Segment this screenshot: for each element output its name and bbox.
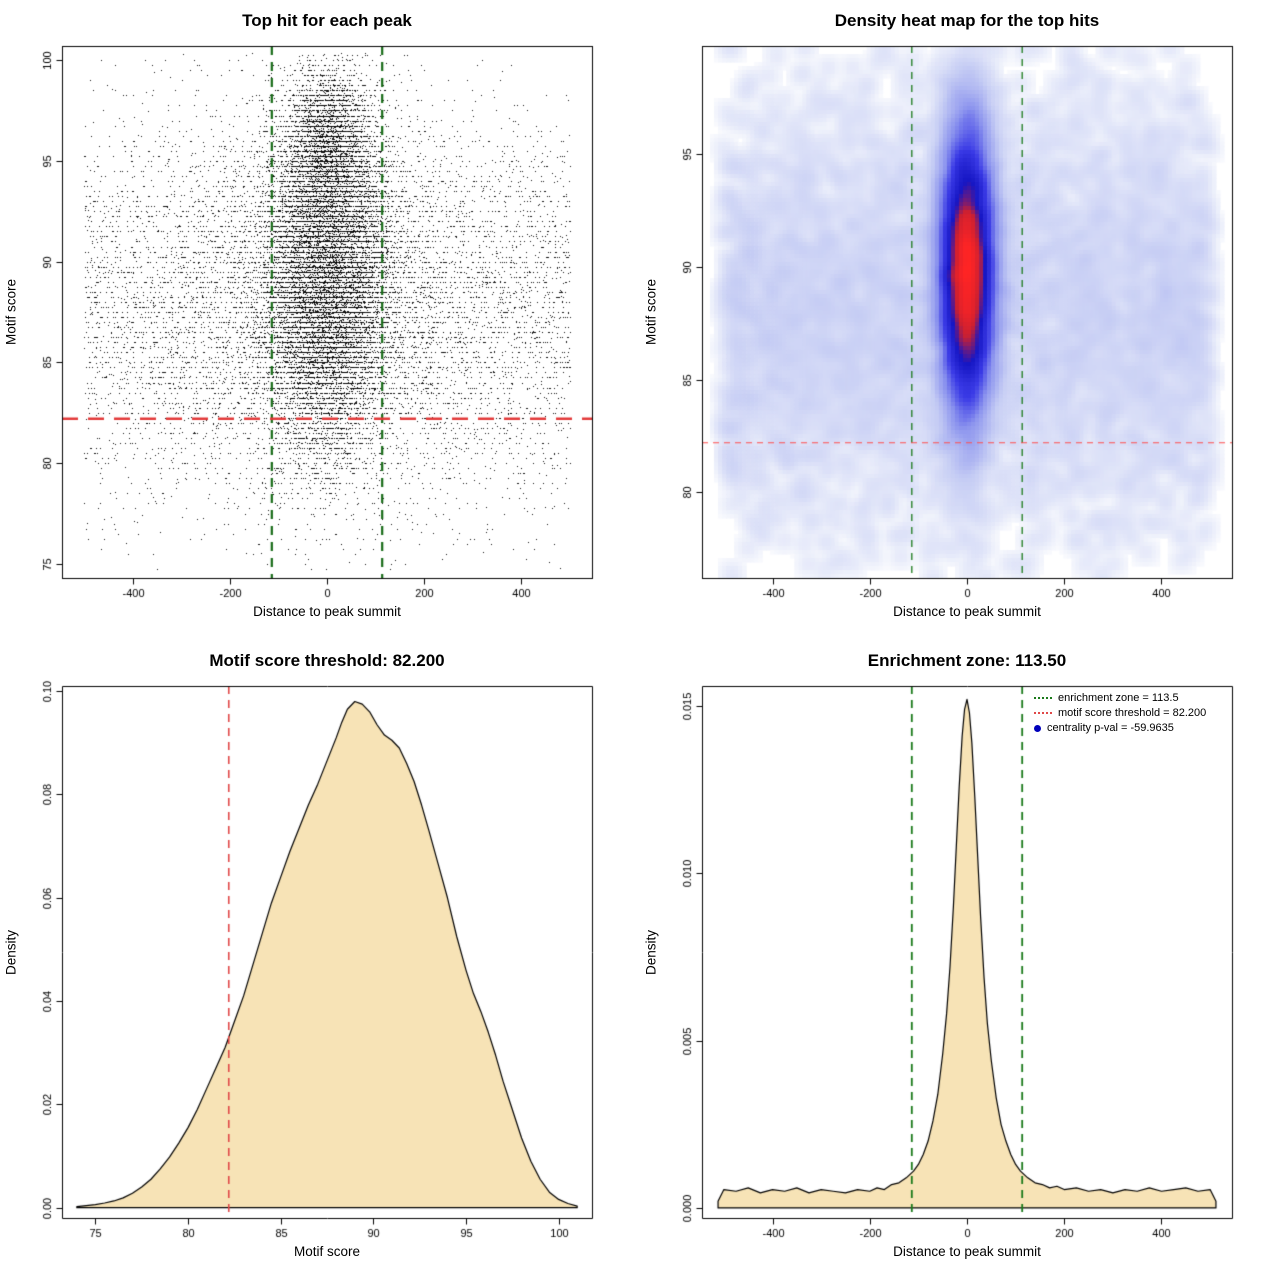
score-density-canvas — [0, 640, 640, 1280]
heatmap-y-axis-label: Motif score — [643, 278, 659, 346]
green-dotted-line-icon — [1034, 697, 1052, 699]
legend-label-centrality-pval: centrality p-val = -59.9635 — [1047, 722, 1174, 734]
panel-density-heatmap: Density heat map for the top hits Motif … — [640, 0, 1280, 640]
position-density-y-axis-label: Density — [643, 929, 659, 975]
legend-item-enrichment-zone: enrichment zone = 113.5 — [1034, 692, 1206, 704]
score-density-x-axis-label: Motif score — [293, 1244, 361, 1259]
legend-item-score-threshold: motif score threshold = 82.200 — [1034, 707, 1206, 719]
position-density-x-axis-label: Distance to peak summit — [893, 1244, 1041, 1259]
legend-label-enrichment-zone: enrichment zone = 113.5 — [1058, 692, 1179, 704]
scatter-y-axis-label: Motif score — [3, 278, 19, 346]
heatmap-canvas — [640, 0, 1280, 640]
score-density-title: Motif score threshold: 82.200 — [209, 651, 445, 670]
scatter-title: Top hit for each peak — [242, 11, 412, 30]
heatmap-x-axis-label: Distance to peak summit — [893, 604, 1041, 619]
legend: enrichment zone = 113.5 motif score thre… — [1034, 692, 1206, 734]
scatter-x-axis-label: Distance to peak summit — [253, 604, 401, 619]
blue-point-icon — [1034, 724, 1041, 732]
panel-score-density: Motif score threshold: 82.200 Density Mo… — [0, 640, 640, 1280]
legend-item-centrality-pval: centrality p-val = -59.9635 — [1034, 722, 1206, 734]
panel-position-density: Enrichment zone: 113.50 Density Distance… — [640, 640, 1280, 1280]
panel-scatter-top-hits: Top hit for each peak Motif score Distan… — [0, 0, 640, 640]
legend-label-score-threshold: motif score threshold = 82.200 — [1058, 707, 1207, 719]
score-density-y-axis-label: Density — [3, 929, 19, 975]
heatmap-title: Density heat map for the top hits — [834, 11, 1100, 30]
position-density-canvas — [640, 640, 1280, 1280]
position-density-title: Enrichment zone: 113.50 — [867, 651, 1067, 670]
scatter-plot-canvas — [0, 0, 640, 640]
red-dotted-line-icon — [1034, 712, 1052, 714]
